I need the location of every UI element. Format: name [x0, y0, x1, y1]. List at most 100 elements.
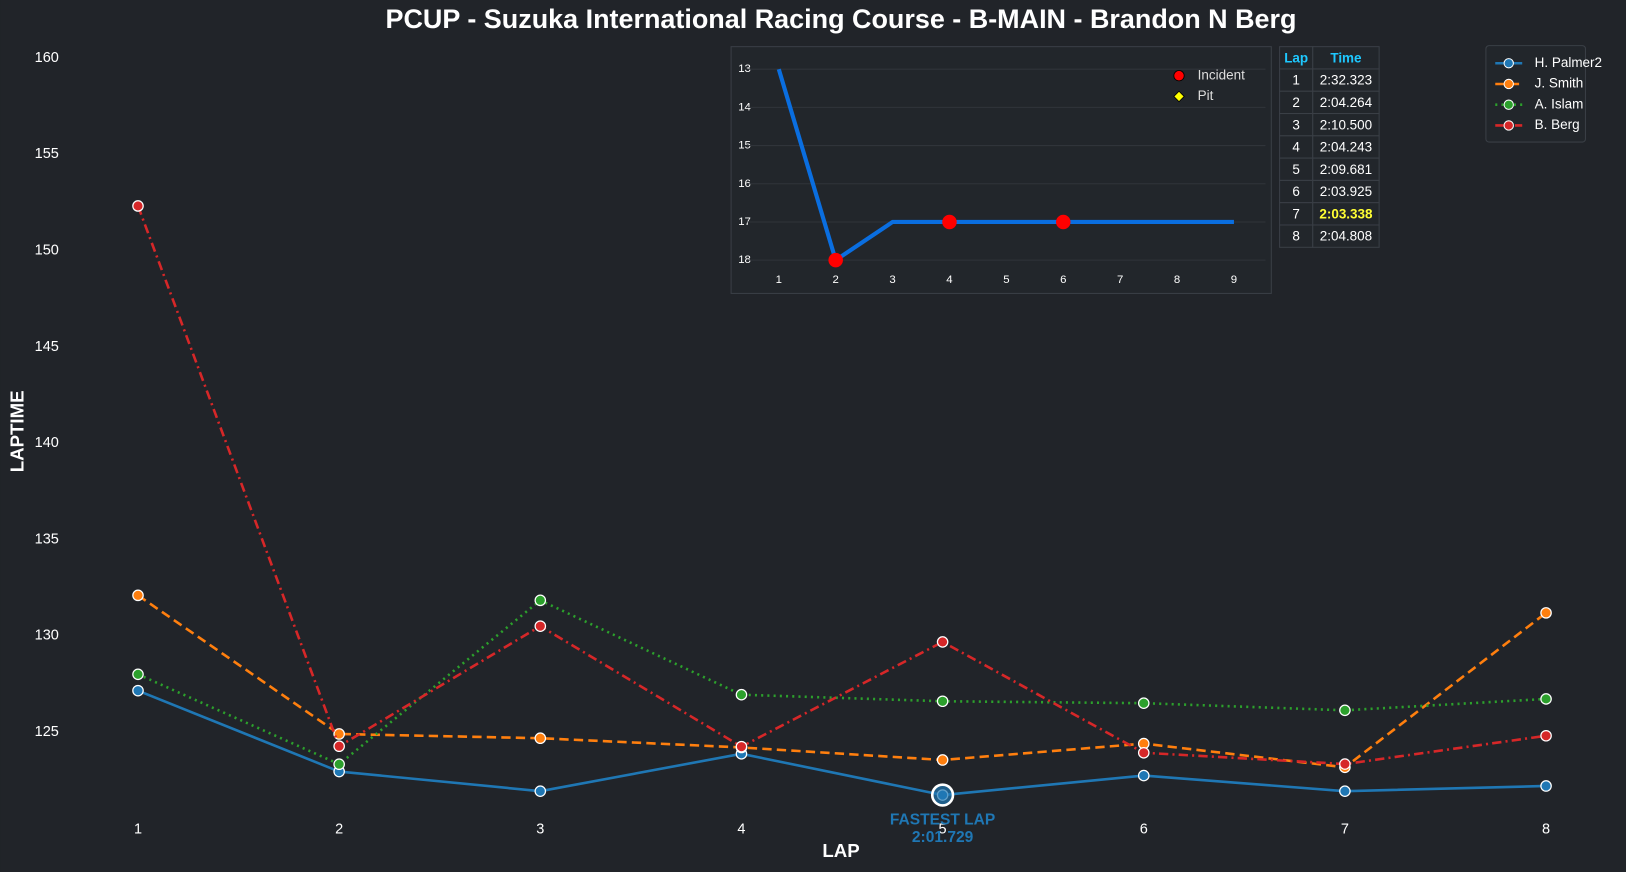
table-text: 2:32.323	[1320, 73, 1372, 88]
y-tick-label: 135	[35, 531, 59, 547]
table-text: 2:04.243	[1320, 140, 1372, 155]
y-tick-label: 125	[35, 724, 59, 740]
legend-label: Incident	[1198, 67, 1245, 82]
legend-marker	[1173, 70, 1185, 82]
annotation-time: 2:01.729	[912, 829, 974, 846]
table-text: 2:09.681	[1320, 162, 1372, 177]
y-tick-label: 14	[738, 101, 751, 113]
table-header: Lap	[1284, 50, 1308, 65]
data-point	[1540, 607, 1552, 619]
data-point	[1540, 729, 1552, 742]
y-axis-label: LAPTIME	[7, 390, 28, 472]
table-text: 3	[1292, 117, 1300, 132]
x-tick-label: 7	[1341, 821, 1349, 837]
incident-marker	[942, 214, 957, 230]
table-text: 2:10.500	[1320, 117, 1372, 132]
data-point	[132, 589, 144, 602]
series-line	[137, 594, 1547, 769]
y-tick-label: 16	[738, 178, 751, 190]
x-tick-label: 4	[737, 821, 745, 837]
data-point	[534, 732, 547, 745]
legend-marker	[1503, 58, 1514, 69]
series-line	[137, 689, 1547, 797]
data-point	[936, 695, 949, 708]
table-text: 2:04.264	[1320, 95, 1373, 110]
x-tick-label: 2	[335, 821, 343, 837]
data-point	[936, 636, 949, 648]
legend-label: B. Berg	[1535, 117, 1580, 132]
data-point	[936, 754, 949, 766]
series-line	[776, 68, 1234, 263]
data-point	[534, 785, 547, 797]
table-text: 2	[1292, 95, 1300, 110]
data-point	[1137, 746, 1150, 759]
table-header: Time	[1330, 50, 1362, 65]
series-line	[136, 205, 1547, 766]
table-text: 5	[1292, 162, 1300, 177]
incident-marker	[1056, 214, 1071, 230]
data-point	[1339, 704, 1351, 717]
x-tick-label: 5	[1003, 274, 1009, 286]
x-tick-label: 8	[1542, 821, 1550, 837]
x-tick-label: 1	[134, 821, 142, 837]
legend-frame	[1485, 45, 1586, 143]
legend-marker	[1503, 120, 1514, 131]
y-tick-label: 18	[738, 254, 751, 266]
y-tick-label: 155	[35, 146, 59, 162]
series-line	[137, 599, 1547, 766]
fastest-lap-marker	[930, 783, 955, 807]
y-tick-label: 150	[35, 243, 59, 259]
legend-label: J. Smith	[1535, 76, 1584, 91]
x-tick-label: 7	[1117, 274, 1123, 286]
y-tick-label: 160	[35, 50, 59, 66]
x-tick-label: 8	[1174, 274, 1180, 286]
table-text: 6	[1292, 184, 1300, 199]
table-text: 2:03.338	[1319, 206, 1373, 221]
data-point	[333, 758, 345, 771]
legend-marker	[1503, 78, 1514, 90]
data-point	[534, 620, 547, 632]
data-point	[1339, 785, 1351, 797]
table-text: 7	[1292, 206, 1300, 221]
inset-frame	[730, 46, 1272, 294]
legend-marker	[1503, 99, 1514, 110]
y-tick-label: 130	[35, 628, 59, 644]
data-point	[1137, 769, 1150, 782]
x-tick-label: 6	[1140, 821, 1148, 837]
x-tick-label: 3	[536, 821, 544, 837]
legend-marker	[1173, 90, 1185, 103]
y-tick-label: 145	[35, 339, 59, 355]
incident-marker	[828, 252, 843, 268]
y-tick-label: 17	[738, 216, 751, 228]
data-point	[735, 740, 748, 753]
table-text: 4	[1292, 140, 1300, 155]
data-point	[1540, 693, 1552, 705]
data-point	[1540, 780, 1552, 792]
x-tick-label: 2	[833, 274, 839, 286]
data-point	[1339, 758, 1351, 770]
table-text: 8	[1292, 229, 1300, 244]
x-tick-label: 5	[939, 821, 947, 837]
data-point	[333, 740, 345, 753]
x-tick-label: 9	[1231, 274, 1237, 286]
legend-label: Pit	[1198, 88, 1214, 103]
chart-title: PCUP - Suzuka International Racing Cours…	[386, 4, 1297, 34]
x-tick-label: 6	[1060, 274, 1066, 286]
data-point	[735, 688, 748, 701]
legend-label: H. Palmer2	[1535, 55, 1602, 70]
legend-label: A. Islam	[1535, 96, 1584, 111]
x-tick-label: 1	[776, 274, 782, 286]
y-tick-label: 140	[35, 435, 59, 451]
x-axis-label: LAP	[822, 840, 859, 861]
y-tick-label: 15	[738, 140, 751, 152]
table-text: 2:04.808	[1320, 229, 1372, 244]
data-point	[132, 684, 144, 697]
data-point	[132, 668, 144, 681]
table-cell	[1312, 224, 1380, 248]
data-point	[1137, 697, 1150, 709]
table-text: 2:03.925	[1320, 184, 1372, 199]
y-tick-label: 13	[738, 63, 751, 75]
table-text: 1	[1292, 73, 1300, 88]
